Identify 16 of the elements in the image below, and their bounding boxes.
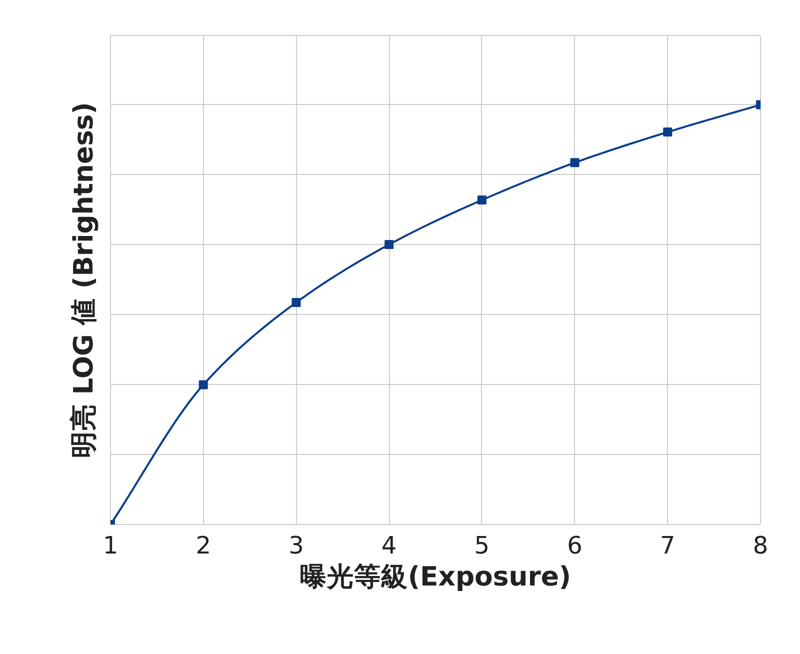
x-tick-label: 4 [381, 532, 397, 560]
x-tick-label: 8 [752, 532, 768, 560]
point [570, 158, 580, 168]
y-axis-title: 明亮 LOG 値 (Brightness) [68, 102, 100, 458]
point [384, 240, 394, 250]
x-tick-label: 3 [288, 532, 304, 560]
x-tick-label: 7 [660, 532, 676, 560]
x-axis-title: 曝光等級(Exposure) [300, 562, 572, 592]
x-tick-label: 5 [474, 532, 490, 560]
point [198, 380, 208, 390]
point [663, 128, 672, 137]
x-tick-label: 1 [102, 532, 118, 560]
x-tick-label: 2 [196, 532, 212, 560]
point [292, 298, 301, 307]
x-tick-label: 6 [567, 532, 582, 560]
point [477, 196, 486, 205]
